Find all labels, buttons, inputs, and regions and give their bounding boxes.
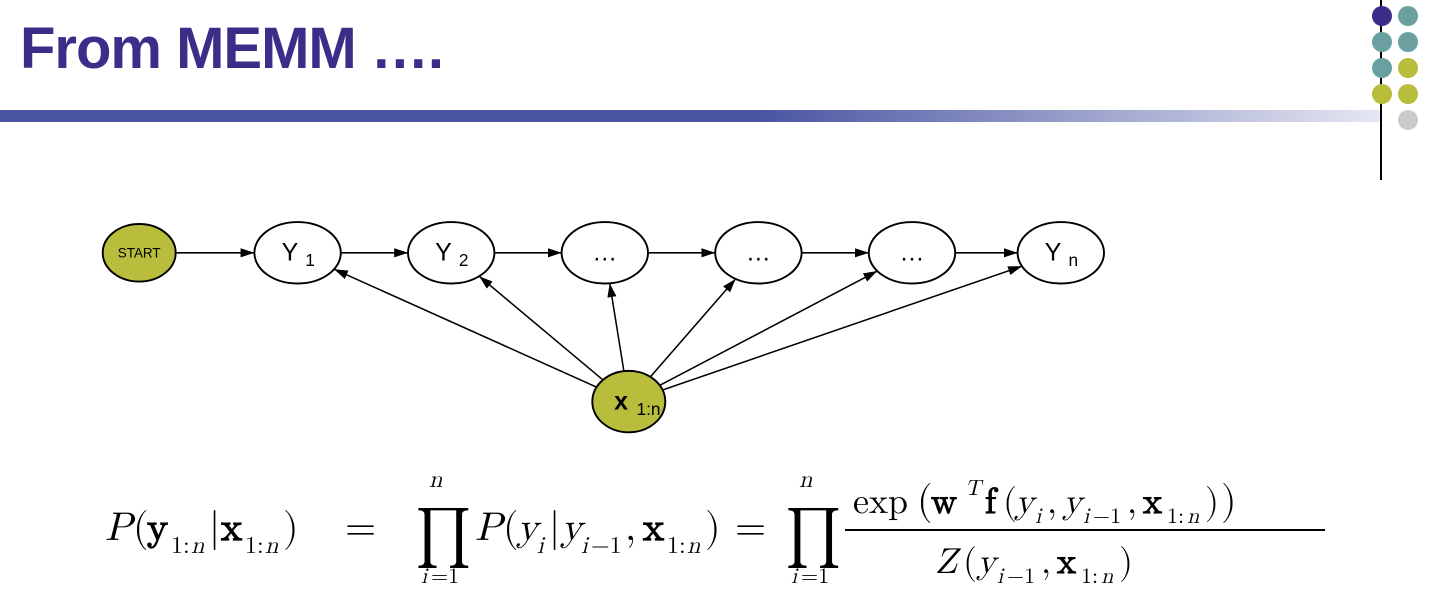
svg-text:2: 2 bbox=[459, 250, 469, 270]
svg-text:1:: 1: bbox=[1167, 506, 1184, 528]
decor-dot bbox=[1372, 6, 1392, 26]
svg-text:∏: ∏ bbox=[785, 505, 842, 568]
svg-text:1:: 1: bbox=[667, 534, 686, 558]
svg-text:P: P bbox=[105, 508, 136, 548]
decor-dot bbox=[1372, 84, 1392, 104]
svg-text:T: T bbox=[965, 478, 984, 500]
svg-text:1:n: 1:n bbox=[636, 399, 660, 419]
svg-text:,: , bbox=[1127, 484, 1137, 520]
corner-dot-decoration bbox=[1372, 6, 1442, 126]
svg-text:−1: −1 bbox=[1093, 506, 1121, 528]
svg-text:Z: Z bbox=[935, 544, 962, 580]
svg-text:(: ( bbox=[963, 544, 977, 582]
svg-text:START: START bbox=[118, 246, 161, 261]
svg-text:): ) bbox=[1221, 481, 1237, 523]
svg-text:i: i bbox=[1035, 506, 1043, 528]
svg-text:|: | bbox=[209, 508, 220, 550]
svg-text:): ) bbox=[283, 508, 299, 550]
svg-text:=: = bbox=[735, 508, 766, 548]
svg-text:x: x bbox=[614, 387, 628, 415]
svg-text:=: = bbox=[345, 508, 376, 548]
svg-text:exp: exp bbox=[853, 484, 908, 521]
svg-text:i: i bbox=[421, 566, 429, 588]
svg-text:P: P bbox=[475, 508, 506, 548]
svg-text:i: i bbox=[537, 534, 546, 558]
svg-text:Y: Y bbox=[1045, 238, 1062, 266]
svg-text:…: … bbox=[592, 238, 617, 266]
decor-dot bbox=[1398, 6, 1418, 26]
svg-text:∏: ∏ bbox=[415, 505, 472, 568]
svg-text:): ) bbox=[705, 508, 721, 550]
svg-text:Y: Y bbox=[282, 238, 299, 266]
svg-text:w: w bbox=[931, 484, 957, 520]
svg-text:i: i bbox=[791, 566, 799, 588]
svg-text:n: n bbox=[429, 468, 443, 492]
svg-text:,: , bbox=[625, 508, 636, 548]
svg-text:f: f bbox=[985, 484, 999, 520]
svg-text:i: i bbox=[1083, 506, 1091, 528]
svg-text:,: , bbox=[1047, 484, 1057, 520]
decor-dot bbox=[1398, 58, 1418, 78]
memm-equation: P ( y 1: n | x 1: n ) = ∏ i =1 n P ( y i bbox=[105, 465, 1335, 595]
svg-text:=1: =1 bbox=[801, 566, 829, 588]
svg-text:…: … bbox=[746, 238, 771, 266]
svg-text:1:: 1: bbox=[1081, 566, 1098, 588]
svg-text:x: x bbox=[1056, 544, 1077, 580]
svg-text:n: n bbox=[1101, 566, 1114, 588]
svg-text:y: y bbox=[147, 508, 168, 549]
svg-text:,: , bbox=[1041, 544, 1051, 580]
svg-text:n: n bbox=[191, 534, 205, 558]
decor-dot bbox=[1398, 110, 1418, 130]
slide: From MEMM …. STARTY1Y2………Ynx1:n P ( y 1:… bbox=[0, 0, 1442, 614]
title-underline bbox=[0, 110, 1380, 122]
decor-dot bbox=[1372, 58, 1392, 78]
svg-text:x: x bbox=[642, 508, 665, 548]
svg-text:=1: =1 bbox=[431, 566, 459, 588]
svg-text:Y: Y bbox=[435, 238, 452, 266]
svg-text:i: i bbox=[997, 566, 1005, 588]
memm-graph: STARTY1Y2………Ynx1:n bbox=[90, 200, 1110, 440]
svg-text:1: 1 bbox=[305, 250, 315, 270]
decor-dot bbox=[1398, 84, 1418, 104]
svg-text:−1: −1 bbox=[1007, 566, 1035, 588]
svg-text:): ) bbox=[1119, 544, 1133, 582]
svg-text:n: n bbox=[1068, 250, 1078, 270]
decor-dot bbox=[1398, 32, 1418, 52]
svg-text:x: x bbox=[1142, 484, 1163, 520]
slide-title: From MEMM …. bbox=[20, 15, 443, 82]
svg-text:−1: −1 bbox=[591, 534, 622, 558]
equation-svg: P ( y 1: n | x 1: n ) = ∏ i =1 n P ( y i bbox=[105, 465, 1335, 595]
svg-text:1:: 1: bbox=[171, 534, 190, 558]
svg-text:…: … bbox=[900, 238, 925, 266]
svg-text:n: n bbox=[687, 534, 701, 558]
svg-text:|: | bbox=[549, 508, 560, 550]
svg-text:n: n bbox=[1187, 506, 1200, 528]
svg-text:): ) bbox=[1205, 484, 1219, 522]
svg-text:i: i bbox=[581, 534, 590, 558]
svg-text:n: n bbox=[265, 534, 279, 558]
svg-text:n: n bbox=[799, 468, 813, 492]
svg-text:x: x bbox=[220, 508, 243, 548]
decor-dot bbox=[1372, 32, 1392, 52]
svg-text:1:: 1: bbox=[245, 534, 264, 558]
